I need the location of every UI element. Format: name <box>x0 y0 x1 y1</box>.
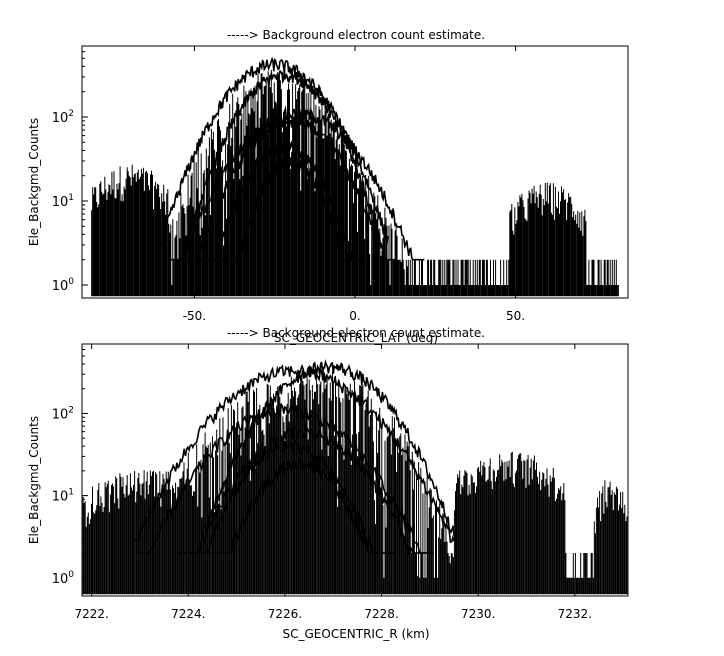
y-axis-label: Ele_Backgmd_Counts <box>27 118 41 246</box>
x-axis-ticks: -50. 0. 50. <box>183 46 525 323</box>
y-tick-label: 101 <box>52 193 74 210</box>
y-tick-label: 102 <box>52 109 74 126</box>
x-tick-label: -50. <box>183 309 206 323</box>
data-marks <box>81 359 629 595</box>
noise-floor-spikes <box>81 371 629 595</box>
series-line-4 <box>183 439 397 554</box>
series-line-2 <box>136 402 434 554</box>
y-tick-label: 102 <box>52 405 74 422</box>
x-axis-label: SC_GEOCENTRIC_LAT (deg) <box>274 331 438 345</box>
data-marks <box>91 56 619 297</box>
y-tick-label: 100 <box>52 277 75 294</box>
series-line-4 <box>199 138 370 262</box>
x-tick-label: 7228. <box>364 607 398 621</box>
y-tick-label: 100 <box>52 570 75 587</box>
series-line-5 <box>203 457 396 554</box>
y-axis-ticks: 100 101 102 <box>52 343 88 587</box>
series-line-2 <box>170 106 425 261</box>
series-line-3 <box>176 423 432 555</box>
x-tick-label: 7222. <box>74 607 108 621</box>
x-axis-label: SC_GEOCENTRIC_R (km) <box>283 627 430 641</box>
series-line-3 <box>184 114 397 261</box>
x-tick-label: 7230. <box>461 607 495 621</box>
y-axis-label: Ele_Backgmd_Counts <box>27 416 41 544</box>
y-tick-label: 101 <box>52 488 74 505</box>
y-axis-ticks: 100 101 102 <box>52 45 88 294</box>
x-tick-label: 50. <box>506 309 525 323</box>
x-tick-label: 7226. <box>268 607 302 621</box>
x-tick-label: 7224. <box>171 607 205 621</box>
series-line-1 <box>134 363 455 544</box>
series-line-5 <box>220 155 362 262</box>
series-line-1 <box>184 68 385 253</box>
series-line-0 <box>200 359 457 544</box>
plot-frame <box>81 343 629 597</box>
panel-radius: -----> Background electron count estimat… <box>27 326 629 641</box>
x-tick-label: 0. <box>349 309 360 323</box>
x-axis-ticks: 7222. 7224. 7226. 7228. 7230. 7232. <box>74 344 592 621</box>
chart-title: -----> Background electron count estimat… <box>227 326 485 340</box>
x-tick-label: 7232. <box>558 607 592 621</box>
chart-title: -----> Background electron count estimat… <box>227 28 485 42</box>
panel-latitude: -----> Background electron count estimat… <box>27 28 629 345</box>
